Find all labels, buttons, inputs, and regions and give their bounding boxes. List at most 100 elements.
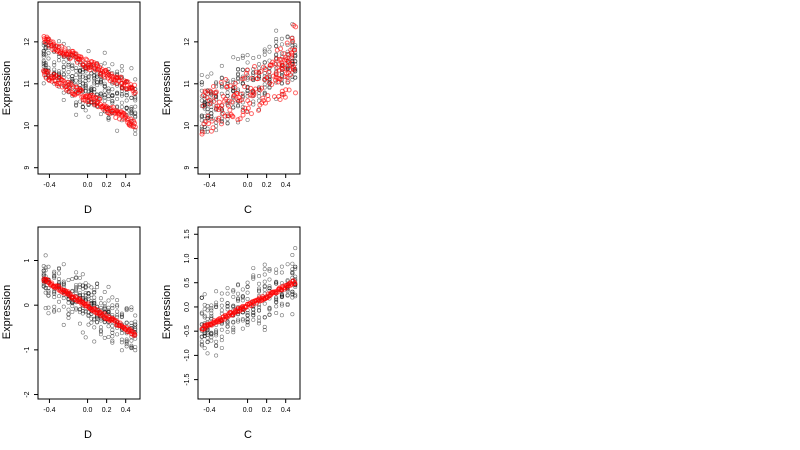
observed-point [43,306,48,311]
x-tick-label: 0.2 [262,407,272,414]
observed-point [110,101,115,106]
observed-point [133,98,138,103]
observed-point [251,55,256,60]
observed-point [110,94,115,99]
observed-point [106,94,111,99]
observed-point [257,321,262,326]
observed-point [205,351,210,356]
observed-point [70,64,75,69]
observed-point [56,308,61,313]
observed-point [225,90,230,95]
observed-point [115,96,120,101]
observed-point [293,292,298,297]
observed-point [80,70,85,75]
observed-point [56,294,61,299]
fitted-point [292,281,298,287]
observed-point [66,74,71,79]
fitted-point [54,43,60,49]
fitted-point [209,118,215,124]
observed-point [199,295,204,300]
fitted-point [128,123,134,129]
fitted-point [239,76,245,82]
observed-point [262,315,267,320]
fitted-point [253,69,259,75]
fitted-point [272,61,278,67]
fitted-point [210,125,216,131]
fitted-point [251,90,257,96]
observed-point [115,91,120,96]
observed-point [124,308,129,313]
y-tick-label: 1.0 [184,254,191,264]
observed-point [236,283,241,288]
observed-point [236,75,241,80]
observed-point [274,297,279,302]
observed-point [219,345,224,350]
observed-point [231,289,236,294]
observed-point [46,289,51,294]
observed-point [77,275,82,280]
fitted-point [218,105,224,111]
observed-point [102,81,107,86]
fitted-point [206,121,212,127]
fitted-point [88,99,94,105]
observed-point [219,291,224,296]
observed-point [56,277,61,282]
observed-point [129,95,134,100]
fitted-point [132,124,138,130]
observed-point [92,295,97,300]
observed-point [279,270,284,275]
observed-point [209,71,214,76]
observed-point [214,128,219,133]
observed-point [214,303,219,308]
observed-point [262,262,267,267]
observed-point [98,77,103,82]
y-tick-label: 12 [24,38,31,46]
observed-point [199,113,204,118]
observed-point [86,78,91,83]
observed-point [52,274,57,279]
observed-point [274,281,279,286]
observed-point [95,320,100,325]
observed-point [267,284,272,289]
observed-point [74,307,79,312]
observed-point [236,319,241,324]
observed-point [274,310,279,315]
observed-point [251,307,256,312]
observed-point [274,39,279,44]
observed-point [245,60,250,65]
observed-point [279,264,284,269]
observed-point [102,290,107,295]
observed-point [95,74,100,79]
observed-point [61,72,66,77]
fitted-point [252,86,258,92]
observed-point [236,120,241,125]
observed-point [119,68,124,73]
observed-point [240,298,245,303]
observed-point [74,282,79,287]
fitted-point [132,82,138,88]
observed-point [214,81,219,86]
observed-point [236,57,241,62]
observed-point [219,85,224,90]
observed-point [262,284,267,289]
fitted-point [219,103,225,109]
observed-point [56,279,61,284]
observed-point [74,68,79,73]
observed-point [46,56,51,61]
observed-point [225,319,230,324]
observed-point [66,278,71,283]
fitted-point [122,112,128,118]
observed-point [279,292,284,297]
fitted-point [56,44,62,50]
observed-point [202,124,207,129]
observed-point [205,304,210,309]
observed-point [83,86,88,91]
x-tick-label: -0.4 [203,407,215,414]
observed-point [77,68,82,73]
fitted-point [239,97,245,103]
observed-point [92,74,97,79]
observed-point [119,315,124,320]
observed-point [106,308,111,313]
observed-point [52,67,57,72]
observed-point [209,332,214,337]
